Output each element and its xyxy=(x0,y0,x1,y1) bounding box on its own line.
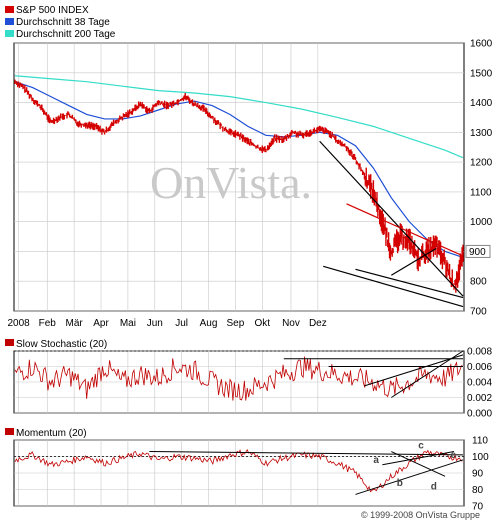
momentum-trendline xyxy=(391,451,446,477)
y-tick-label: 1500 xyxy=(470,68,493,79)
stochastic-title: Slow Stochastic (20) xyxy=(16,339,107,350)
trendline-black xyxy=(355,268,464,299)
stochastic-y-tick: 0.008 xyxy=(467,347,492,358)
trendline-red xyxy=(346,203,464,257)
legend-swatch-sp500 xyxy=(5,6,14,13)
legend: S&P 500 INDEX Durchschnitt 38 Tage Durch… xyxy=(5,5,116,40)
momentum-y-tick: 110 xyxy=(472,436,488,447)
x-tick-label: 2008 xyxy=(7,318,30,329)
x-axis-ticks: 2008 Feb Mär Apr Mai Jun Jul Aug Sep Okt Nov Dez xyxy=(7,318,326,329)
momentum-annotations: a b c d e xyxy=(373,440,456,492)
momentum-trendline xyxy=(149,451,464,456)
y-tick-label: 1600 xyxy=(470,39,493,50)
y-tick-label: 1000 xyxy=(470,217,493,228)
x-tick-label: Apr xyxy=(93,318,109,329)
momentum-y-ticks: 70 80 90 100 110 xyxy=(472,436,489,513)
legend-label-ma200: Durchschnitt 200 Tage xyxy=(16,29,116,40)
stochastic-trendline xyxy=(364,354,464,387)
trendline-black xyxy=(391,247,437,276)
momentum-annotation-c: c xyxy=(418,440,424,451)
x-tick-label: Jul xyxy=(175,318,188,329)
stochastic-y-ticks: 0.000 0.002 0.004 0.006 0.008 xyxy=(467,347,492,420)
legend-swatch-ma200 xyxy=(5,30,14,37)
stochastic-y-tick: 0.006 xyxy=(467,362,492,373)
x-tick-label: Feb xyxy=(39,318,57,329)
momentum-grid xyxy=(14,439,464,507)
main-series xyxy=(14,75,464,308)
momentum-swatch xyxy=(5,428,14,435)
y-tick-label: 700 xyxy=(470,307,487,318)
momentum-trendline xyxy=(382,451,455,466)
momentum-y-tick: 70 xyxy=(472,502,484,513)
momentum-y-tick: 100 xyxy=(472,452,489,463)
last-value-box xyxy=(465,244,491,258)
stochastic-series xyxy=(14,350,464,401)
momentum-title: Momentum (20) xyxy=(16,428,87,439)
last-value-marker: 900 xyxy=(465,244,491,258)
momentum-y-tick: 90 xyxy=(472,469,484,480)
stochastic-line xyxy=(14,356,463,401)
stochastic-y-tick: 0.004 xyxy=(467,378,492,389)
main-panel: OnVista. 2008 Feb Mär Apr Mai Jun Jul Aug Sep Okt… xyxy=(7,39,492,330)
x-tick-label: Nov xyxy=(282,318,300,329)
main-panel-frame xyxy=(13,42,465,312)
trendline-black xyxy=(323,265,464,308)
x-tick-label: Aug xyxy=(200,318,218,329)
x-tick-label: Okt xyxy=(255,318,271,329)
ma200-line xyxy=(14,75,464,159)
trendline-black xyxy=(319,140,464,297)
last-value-label: 900 xyxy=(469,247,486,258)
main-grid xyxy=(14,42,464,312)
y-tick-label: 800 xyxy=(470,277,487,288)
x-tick-label: Sep xyxy=(227,318,245,329)
legend-label-ma38: Durchschnitt 38 Tage xyxy=(16,17,110,28)
x-tick-label: Dez xyxy=(309,318,327,329)
stochastic-y-tick: 0.000 xyxy=(467,409,492,420)
x-tick-label: Mär xyxy=(66,318,84,329)
y-tick-label: 1200 xyxy=(470,158,493,169)
momentum-trendline xyxy=(355,459,464,495)
momentum-y-tick: 80 xyxy=(472,485,484,496)
stochastic-grid xyxy=(14,350,464,414)
legend-label-sp500: S&P 500 INDEX xyxy=(16,5,89,16)
stochastic-trendline xyxy=(391,350,464,398)
y-tick-label: 1400 xyxy=(470,98,493,109)
ma38-line xyxy=(14,81,464,258)
momentum-annotation-d: d xyxy=(431,482,437,493)
copyright: © 1999-2008 OnVista Gruppe xyxy=(361,510,480,520)
x-tick-label: Mai xyxy=(120,318,136,329)
y-tick-label: 1300 xyxy=(470,128,493,139)
y-tick-label: 1100 xyxy=(470,187,492,198)
stochastic-y-tick: 0.002 xyxy=(467,393,492,404)
momentum-panel: Momentum (20) 70 80 90 100 110 a b c d e xyxy=(5,428,489,513)
watermark: OnVista. xyxy=(150,157,312,208)
momentum-annotation-b: b xyxy=(397,478,403,489)
stochastic-swatch xyxy=(5,339,14,346)
momentum-series xyxy=(14,448,464,495)
x-tick-label: Jun xyxy=(147,318,163,329)
y-axis-ticks: 700 800 900 1000 1100 1200 1300 1400 1500 1600 xyxy=(470,39,493,318)
momentum-annotation-e: e xyxy=(450,450,456,461)
stochastic-panel: Slow Stochastic (20) 0.0000.0020.0040.00… xyxy=(5,339,492,420)
momentum-annotation-a: a xyxy=(373,455,379,466)
legend-swatch-ma38 xyxy=(5,18,14,25)
